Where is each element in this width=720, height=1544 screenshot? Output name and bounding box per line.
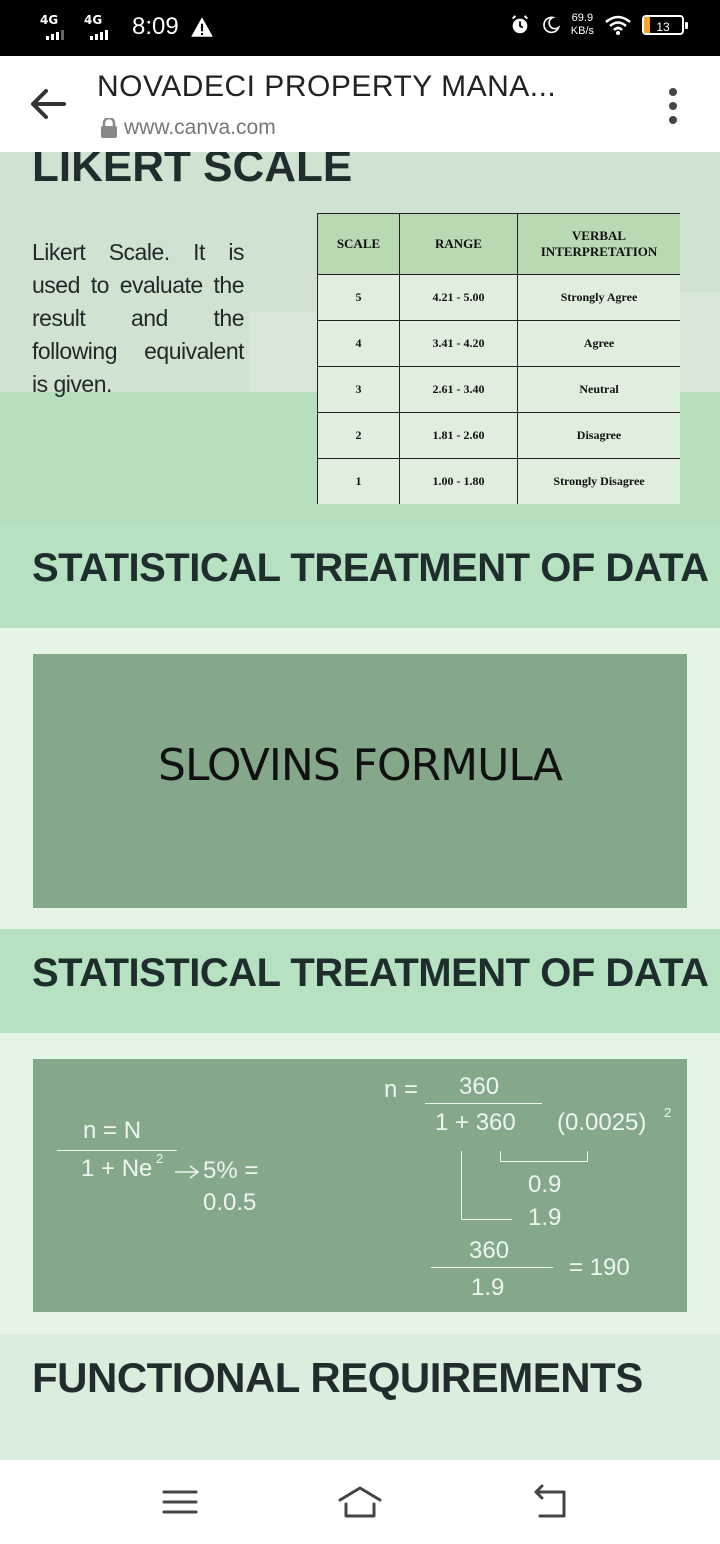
canva-presentation: LIKERT SCALE Likert Scale. It is used to… [0,152,720,1460]
fraction-bar [431,1267,553,1268]
clock: 8:09 [132,13,179,40]
back-arrow-icon[interactable] [28,86,68,122]
formula-n-label: n = [384,1076,419,1103]
intermediate-value: 0.9 [528,1171,562,1198]
building-backdrop [250,312,320,392]
table-row: 2 1.81 - 2.60 Disagree [317,412,680,459]
url-display[interactable]: www.canva.com [100,116,276,140]
battery-icon: 13 [642,15,688,35]
column-header: SCALE [317,213,400,275]
table-cell: 2 [317,412,400,459]
formula-slide: n = N 1 + Ne 2 5% = 0.0.5 n = 360 1 + 36… [33,1059,687,1312]
lock-icon [101,118,117,138]
bracket-connector [461,1151,512,1220]
table-cell: 3 [317,366,400,413]
likert-heading: LIKERT SCALE [32,152,353,191]
section-heading: STATISTICAL TREATMENT OF DATA [32,546,709,590]
table-cell: Neutral [517,366,680,413]
formula-denominator: 1.9 [471,1274,505,1301]
slovins-title: SLOVINS FORMULA [158,740,563,791]
url-text: www.canva.com [124,116,276,139]
table-row: 1 1.00 - 1.80 Strongly Disagree [317,458,680,504]
home-icon[interactable] [336,1482,384,1522]
more-options-icon[interactable] [666,86,680,126]
likert-description: Likert Scale. It is used to evaluate the… [32,239,245,397]
fraction-bar [425,1103,542,1104]
table-row: 3 2.61 - 3.40 Neutral [317,366,680,413]
table-row: 4 3.41 - 4.20 Agree [317,320,680,367]
table-cell: 1.00 - 1.80 [399,458,518,504]
table-cell: 3.41 - 4.20 [399,320,518,367]
signal-strength-icon: 4G [40,12,74,42]
status-bar: 4G 4G 8:09 69.9 KB/s [0,0,720,56]
table-cell: 1 [317,458,400,504]
alarm-icon [511,15,528,34]
table-cell: 2.61 - 3.40 [399,366,518,413]
do-not-disturb-moon-icon [542,16,561,34]
column-header: VERBAL INTERPRETATION [517,213,680,275]
table-row: 5 4.21 - 5.00 Strongly Agree [317,274,680,321]
section-heading: STATISTICAL TREATMENT OF DATA [32,951,709,995]
warning-icon [190,17,213,37]
section-heading: FUNCTIONAL REQUIREMENTS [32,1354,643,1401]
fraction-bar [57,1150,177,1151]
table-cell: Strongly Agree [517,274,680,321]
likert-table: SCALE RANGE VERBAL INTERPRETATION 5 4.21… [317,213,680,504]
functional-requirements-band [0,1334,720,1460]
wifi-icon [605,15,631,35]
system-navigation-bar [0,1460,720,1544]
table-cell: 5 [317,274,400,321]
arrow-right-icon [175,1165,200,1179]
formula-numerator: 360 [459,1073,500,1100]
table-header-row: SCALE RANGE VERBAL INTERPRETATION [317,213,680,275]
status-left: 4G 4G 8:09 [40,12,215,42]
formula-exponent: 2 [664,1105,672,1120]
signal-strength-icon: 4G [84,12,118,42]
status-right: 69.9 KB/s 13 [509,12,688,38]
table-cell: Disagree [517,412,680,459]
table-cell: 4 [317,320,400,367]
column-header: RANGE [399,213,518,275]
recent-apps-icon[interactable] [156,1482,204,1522]
slovins-slide: SLOVINS FORMULA [33,654,687,908]
formula-denominator: 1 + 360 [435,1109,516,1136]
formula-numerator: n = N [83,1117,142,1144]
formula-numerator: 360 [469,1237,510,1264]
bracket-connector [500,1151,588,1162]
formula-exponent: 2 [156,1151,164,1166]
formula-result: = 190 [569,1254,630,1281]
table-cell: Agree [517,320,680,367]
section-band: STATISTICAL TREATMENT OF DATA [0,929,720,1033]
network-speed: 69.9 KB/s [570,12,594,37]
formula-denominator: 1 + Ne [81,1155,153,1182]
page-title: NOVADECI PROPERTY MANA... [97,70,557,103]
table-cell: Strongly Disagree [517,458,680,504]
table-cell: 1.81 - 2.60 [399,412,518,459]
back-nav-icon[interactable] [526,1482,574,1522]
table-cell: 4.21 - 5.00 [399,274,518,321]
formula-parenthesis: (0.0025) [557,1109,647,1136]
percent-label: 5% = [203,1157,259,1184]
percent-value: 0.0.5 [203,1189,257,1216]
browser-toolbar: NOVADECI PROPERTY MANA... www.canva.com [0,56,720,153]
section-band: STATISTICAL TREATMENT OF DATA [0,524,720,628]
intermediate-value: 1.9 [528,1204,562,1231]
